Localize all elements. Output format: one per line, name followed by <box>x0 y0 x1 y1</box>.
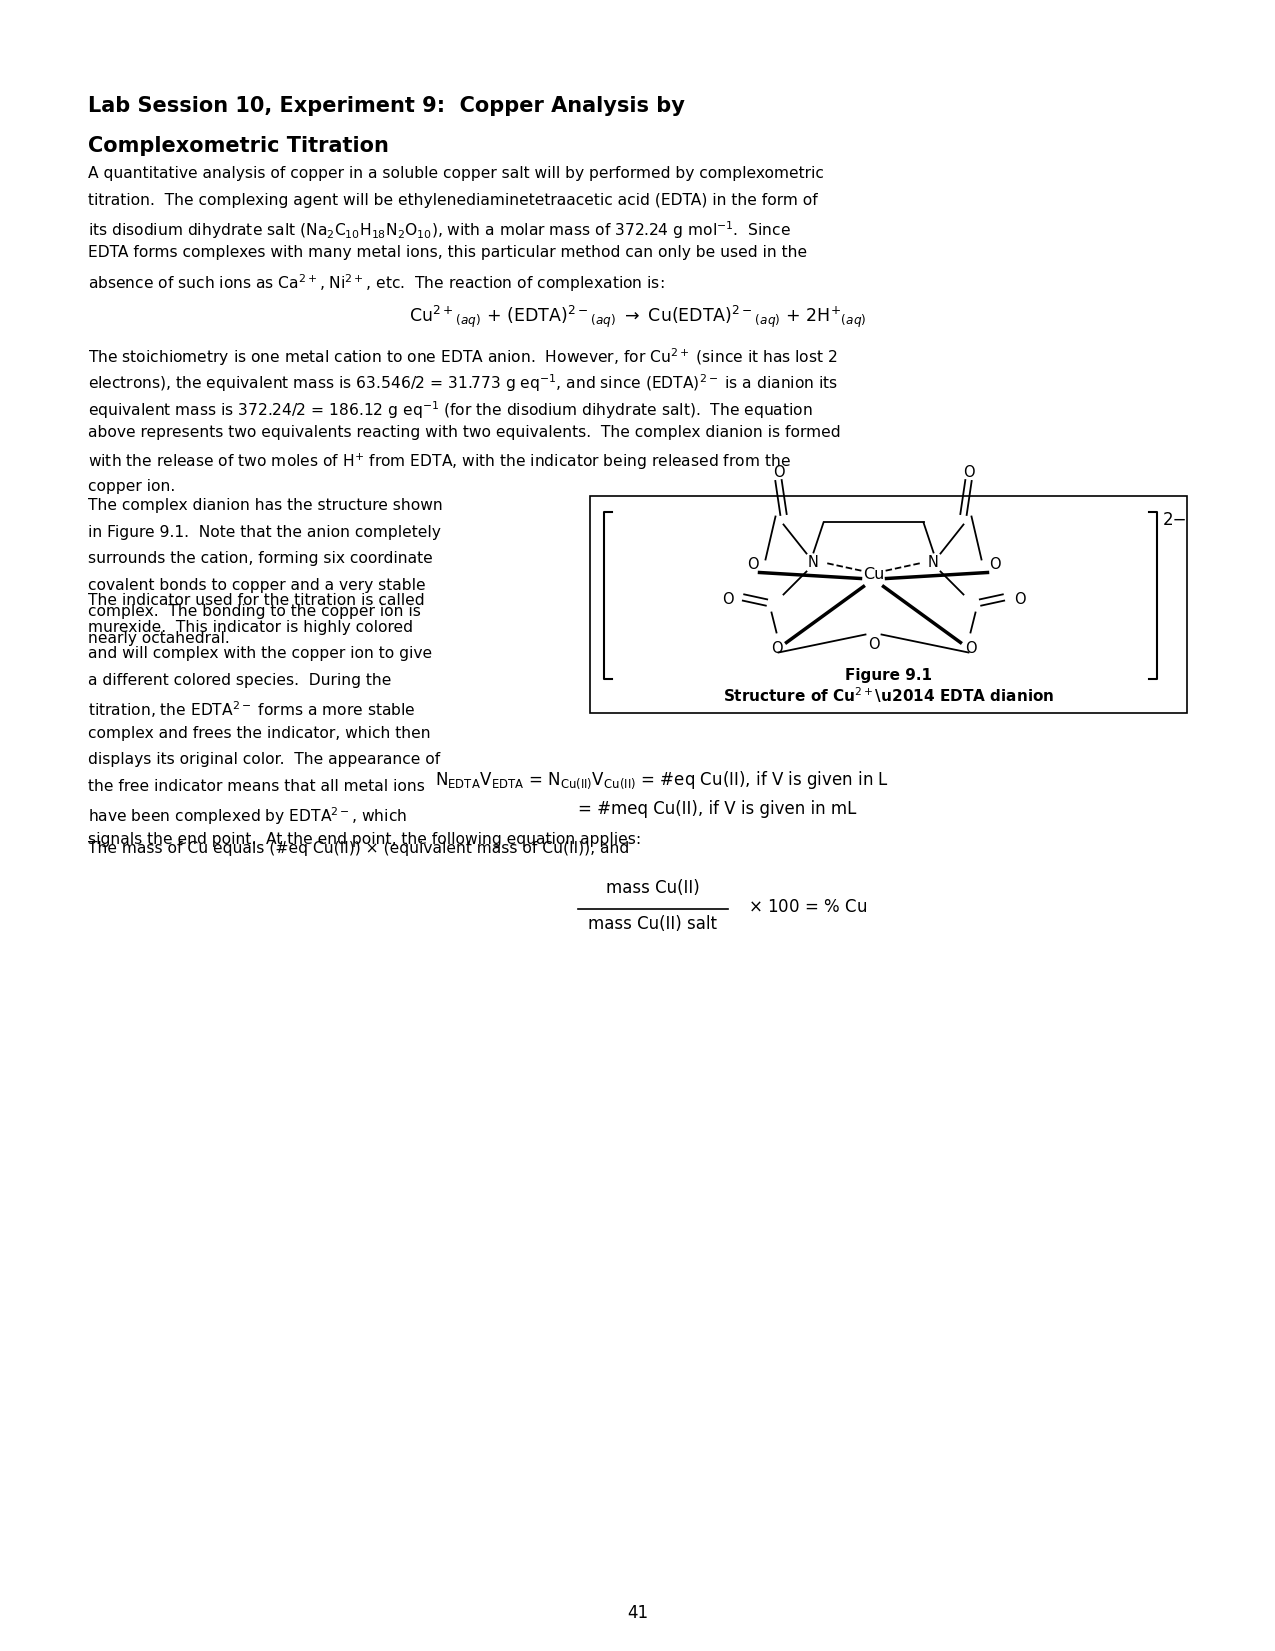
Text: A quantitative analysis of copper in a soluble copper salt will by performed by : A quantitative analysis of copper in a s… <box>88 167 824 182</box>
Text: copper ion.: copper ion. <box>88 479 175 494</box>
Text: surrounds the cation, forming six coordinate: surrounds the cation, forming six coordi… <box>88 551 432 566</box>
Text: nearly octahedral.: nearly octahedral. <box>88 631 230 646</box>
Text: The stoichiometry is one metal cation to one EDTA anion.  However, for Cu$^{2+}$: The stoichiometry is one metal cation to… <box>88 347 838 368</box>
Text: EDTA forms complexes with many metal ions, this particular method can only be us: EDTA forms complexes with many metal ion… <box>88 246 807 261</box>
Text: equivalent mass is 372.24/2 = 186.12 g eq$^{-1}$ (for the disodium dihydrate sal: equivalent mass is 372.24/2 = 186.12 g e… <box>88 400 812 421</box>
Text: and will complex with the copper ion to give: and will complex with the copper ion to … <box>88 646 432 660</box>
Text: O: O <box>773 466 784 480</box>
Text: O: O <box>988 556 1001 571</box>
Text: above represents two equivalents reacting with two equivalents.  The complex dia: above represents two equivalents reactin… <box>88 426 840 441</box>
Text: absence of such ions as Ca$^{2+}$, Ni$^{2+}$, etc.  The reaction of complexation: absence of such ions as Ca$^{2+}$, Ni$^{… <box>88 272 664 294</box>
Text: O: O <box>963 466 974 480</box>
Text: mass Cu(II) salt: mass Cu(II) salt <box>588 915 717 933</box>
Text: N: N <box>928 555 938 570</box>
Text: Cu: Cu <box>863 566 884 583</box>
Text: complex.  The bonding to the copper ion is: complex. The bonding to the copper ion i… <box>88 604 421 619</box>
Text: 41: 41 <box>627 1605 648 1621</box>
Text: = #meq Cu(II), if V is given in mL: = #meq Cu(II), if V is given in mL <box>579 799 857 817</box>
Text: titration.  The complexing agent will be ethylenediaminetetraacetic acid (EDTA) : titration. The complexing agent will be … <box>88 193 817 208</box>
Text: complex and frees the indicator, which then: complex and frees the indicator, which t… <box>88 725 431 741</box>
Text: N: N <box>808 555 819 570</box>
Text: have been complexed by EDTA$^{2-}$, which: have been complexed by EDTA$^{2-}$, whic… <box>88 806 407 827</box>
Text: Complexometric Titration: Complexometric Titration <box>88 135 389 155</box>
Text: $\times$ 100 = % Cu: $\times$ 100 = % Cu <box>747 898 867 916</box>
Text: with the release of two moles of H$^{+}$ from EDTA, with the indicator being rel: with the release of two moles of H$^{+}$… <box>88 452 790 472</box>
Text: electrons), the equivalent mass is 63.546/2 = 31.773 g eq$^{-1}$, and since (EDT: electrons), the equivalent mass is 63.54… <box>88 373 838 395</box>
Text: N$_{\mathregular{EDTA}}$V$_{\mathregular{EDTA}}$ = N$_{\mathregular{Cu(II)}}$V$_: N$_{\mathregular{EDTA}}$V$_{\mathregular… <box>436 769 890 791</box>
Text: Figure 9.1: Figure 9.1 <box>845 669 932 684</box>
Text: O: O <box>722 593 733 608</box>
Bar <box>590 495 1187 713</box>
Text: Cu$^{2+}$$_{(aq)}$ + (EDTA)$^{2-}$$_{(aq)}$ $\rightarrow$ Cu(EDTA)$^{2-}$$_{(aq): Cu$^{2+}$$_{(aq)}$ + (EDTA)$^{2-}$$_{(aq… <box>409 304 866 330</box>
Text: The complex dianion has the structure shown: The complex dianion has the structure sh… <box>88 499 442 513</box>
Text: Structure of Cu$^{2+}$\u2014 EDTA dianion: Structure of Cu$^{2+}$\u2014 EDTA dianio… <box>723 685 1054 705</box>
Text: signals the end point.  At the end point, the following equation applies:: signals the end point. At the end point,… <box>88 832 641 847</box>
Text: in Figure 9.1.  Note that the anion completely: in Figure 9.1. Note that the anion compl… <box>88 525 441 540</box>
Text: its disodium dihydrate salt (Na$_2$C$_{10}$H$_{18}$N$_2$O$_{10}$), with a molar : its disodium dihydrate salt (Na$_2$C$_{1… <box>88 220 790 241</box>
Text: covalent bonds to copper and a very stable: covalent bonds to copper and a very stab… <box>88 578 426 593</box>
Text: O: O <box>868 637 880 652</box>
Text: titration, the EDTA$^{2-}$ forms a more stable: titration, the EDTA$^{2-}$ forms a more … <box>88 698 416 720</box>
Text: the free indicator means that all metal ions: the free indicator means that all metal … <box>88 779 425 794</box>
Text: O: O <box>1014 593 1025 608</box>
Text: O: O <box>747 556 759 571</box>
Text: a different colored species.  During the: a different colored species. During the <box>88 672 391 687</box>
Text: O: O <box>965 641 977 655</box>
Text: Lab Session 10, Experiment 9:  Copper Analysis by: Lab Session 10, Experiment 9: Copper Ana… <box>88 96 685 116</box>
Text: murexide.  This indicator is highly colored: murexide. This indicator is highly color… <box>88 619 413 634</box>
Text: O: O <box>770 641 783 655</box>
Text: The indicator used for the titration is called: The indicator used for the titration is … <box>88 593 425 608</box>
Text: 2−: 2− <box>1163 512 1187 528</box>
Text: The mass of Cu equals (#eq Cu(II)) × (equivalent mass of Cu(II)), and: The mass of Cu equals (#eq Cu(II)) × (eq… <box>88 840 630 855</box>
Text: displays its original color.  The appearance of: displays its original color. The appeara… <box>88 751 440 768</box>
Text: mass Cu(II): mass Cu(II) <box>606 878 700 896</box>
